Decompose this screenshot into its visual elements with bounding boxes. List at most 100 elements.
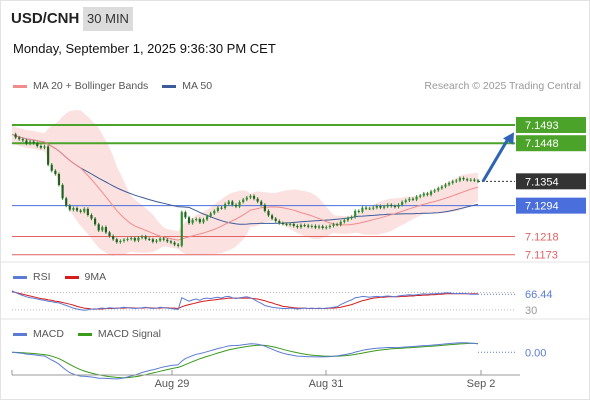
candle-body: [242, 199, 245, 202]
candle-body: [256, 198, 259, 202]
candle-body: [267, 210, 270, 216]
candle-body: [372, 207, 375, 209]
candle-body: [328, 225, 331, 228]
candle-body: [72, 208, 75, 210]
legend-label-9ma: 9MA: [84, 271, 107, 283]
forecast-arrow: [481, 136, 511, 183]
level-label-resistance: 7.1448: [525, 138, 559, 150]
rsi-value-label: 66.44: [525, 289, 553, 301]
candle-body: [25, 140, 28, 144]
candle-body: [422, 193, 425, 196]
last-price-label: 7.1354: [525, 176, 559, 188]
candle-body: [57, 174, 61, 185]
candle-body: [54, 170, 57, 175]
candle-body: [43, 146, 46, 148]
candle-body: [119, 240, 122, 243]
candle-body: [144, 236, 147, 239]
bollinger-band: [12, 110, 478, 256]
candle-body: [451, 181, 454, 183]
candle-body: [126, 238, 129, 240]
candle-body: [296, 225, 299, 228]
interval-badge[interactable]: 30 MIN: [83, 7, 133, 31]
rsi-tick-label: 30: [525, 305, 537, 317]
candle-body: [364, 207, 368, 209]
candle-body: [281, 223, 285, 225]
level-badge-resistance: [516, 116, 586, 133]
candle-body: [336, 224, 339, 226]
candle-body: [263, 204, 266, 211]
candle-body: [97, 224, 100, 231]
candle-body: [177, 244, 180, 246]
candle-body: [325, 227, 328, 229]
candle-body: [401, 202, 404, 205]
candle-body: [224, 204, 227, 209]
ma20-swatch: [13, 84, 27, 88]
price-legend: MA 20 + Bollinger Bands MA 50: [13, 80, 226, 92]
candle-body: [292, 223, 295, 226]
legend-label-ma50: MA 50: [182, 80, 213, 92]
candle-body: [205, 216, 209, 220]
macd-value-label: 0.00: [525, 347, 546, 359]
candle-body: [155, 240, 158, 242]
candle-body: [209, 213, 212, 217]
candle-body: [68, 205, 71, 210]
candle-body: [101, 227, 104, 231]
candle-body: [368, 208, 371, 210]
candle-body: [112, 236, 115, 240]
candle-body: [216, 207, 219, 211]
legend-item-ma20: MA 20 + Bollinger Bands: [13, 80, 148, 92]
candle-body: [415, 196, 418, 200]
candle-body: [108, 232, 111, 237]
candle-body: [231, 201, 234, 205]
candle-body: [162, 238, 165, 240]
candle-body: [429, 191, 433, 195]
candle-body: [47, 146, 50, 165]
legend-item-macd: MACD: [13, 328, 64, 340]
candle-body: [83, 208, 86, 212]
candle-body: [14, 134, 17, 138]
candle-body: [458, 178, 462, 181]
candle-body: [346, 218, 350, 221]
candle-body: [148, 238, 151, 240]
candle-body: [397, 204, 400, 207]
candle-body: [28, 141, 32, 144]
candle-body: [39, 146, 42, 148]
x-tick-label: Aug 31: [309, 378, 344, 390]
candle-body: [310, 225, 313, 227]
candle-body: [433, 190, 436, 192]
ma20-line: [11, 133, 479, 241]
macd-swatch: [13, 332, 27, 336]
candle-body: [169, 241, 173, 243]
candle-body: [382, 206, 386, 208]
candle-body: [238, 202, 241, 207]
candle-body: [307, 225, 310, 227]
x-tick-label: Aug 29: [155, 378, 190, 390]
legend-label-macd: MACD: [33, 328, 64, 340]
candle-body: [466, 179, 469, 181]
candle-body: [321, 226, 324, 228]
candle-body: [289, 223, 292, 225]
level-label-support: 7.1173: [525, 250, 558, 262]
candle-body: [350, 217, 353, 219]
candle-body: [140, 236, 144, 238]
candle-body: [94, 218, 97, 225]
candle-body: [379, 206, 382, 208]
candle-body: [180, 212, 183, 246]
candle-body: [303, 225, 306, 227]
candle-body: [104, 227, 108, 233]
candle-body: [21, 139, 24, 141]
legend-label-macd-signal: MACD Signal: [97, 328, 161, 340]
legend-item-ma50: MA 50: [162, 80, 212, 92]
level-label-support: 7.1218: [525, 231, 559, 243]
candle-body: [390, 204, 393, 207]
ma50-line: [11, 133, 479, 225]
candle-body: [274, 218, 277, 222]
legend-item-9ma: 9MA: [64, 271, 107, 283]
candle-body: [184, 212, 187, 218]
level-badge-pivot: [516, 197, 586, 214]
level-badge-resistance: [516, 135, 586, 152]
candle-body: [79, 210, 82, 212]
candle-body: [133, 238, 136, 241]
macd-signal-line: [11, 342, 479, 379]
candle-body: [220, 207, 223, 209]
